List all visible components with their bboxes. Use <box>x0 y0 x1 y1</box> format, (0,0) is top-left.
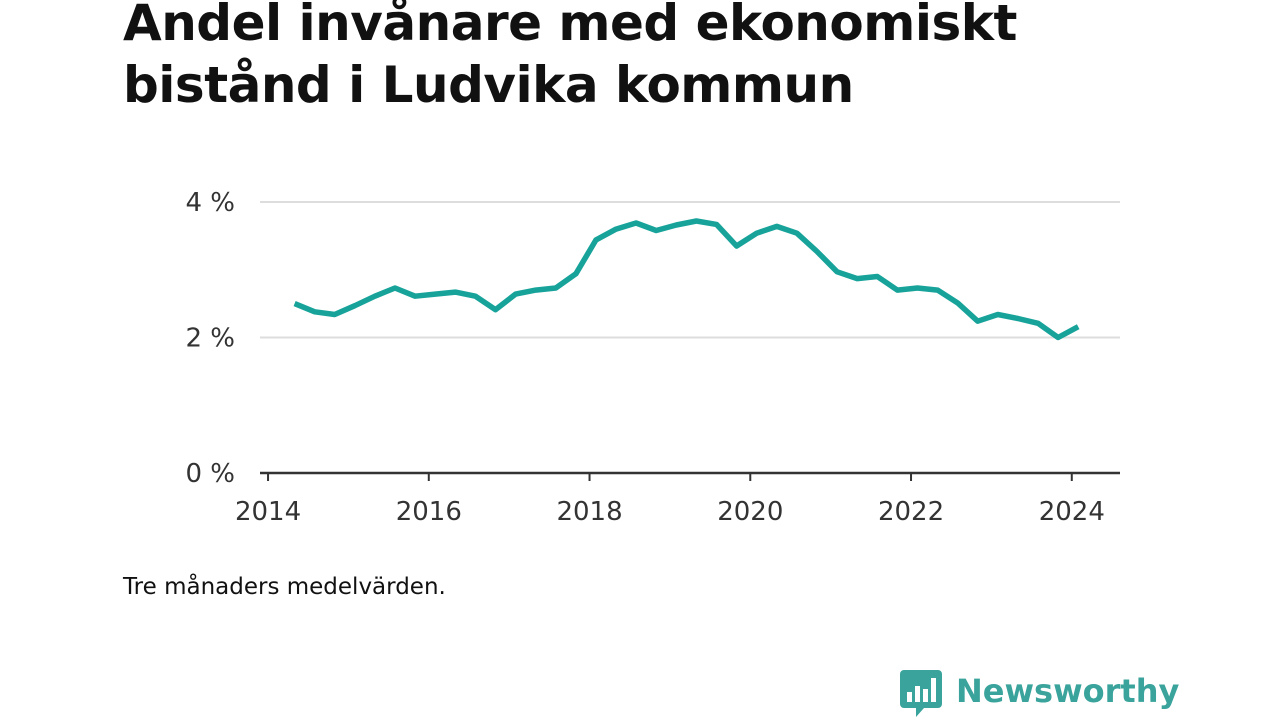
chart-title: Andel invånare med ekonomiskt bistånd i … <box>123 0 1017 114</box>
y-tick-label: 0 % <box>185 459 235 489</box>
x-tick-label: 2022 <box>878 497 944 527</box>
gridlines <box>260 201 1120 339</box>
series-layer <box>293 218 1080 341</box>
chart-note: Tre månaders medelvärden. <box>123 574 446 600</box>
x-tick-label: 2020 <box>717 497 783 527</box>
x-tick-label: 2016 <box>396 497 462 527</box>
x-tick-label: 2014 <box>235 497 301 527</box>
x-tick-label: 2018 <box>556 497 622 527</box>
y-tick-label: 4 % <box>185 188 235 218</box>
x-tick-label: 2024 <box>1039 497 1105 527</box>
brand-logo: Newsworthy <box>900 670 1179 720</box>
y-tick-label: 2 % <box>185 324 235 354</box>
newsworthy-logo-icon <box>900 670 942 717</box>
brand-name: Newsworthy <box>956 672 1180 710</box>
x-axis <box>260 471 1120 481</box>
y-axis-tick-labels: 0 % 2 % 4 % <box>185 188 235 489</box>
x-axis-tick-labels: 2014 2016 2018 2020 2022 2024 <box>235 497 1105 527</box>
series-line <box>293 218 1080 341</box>
